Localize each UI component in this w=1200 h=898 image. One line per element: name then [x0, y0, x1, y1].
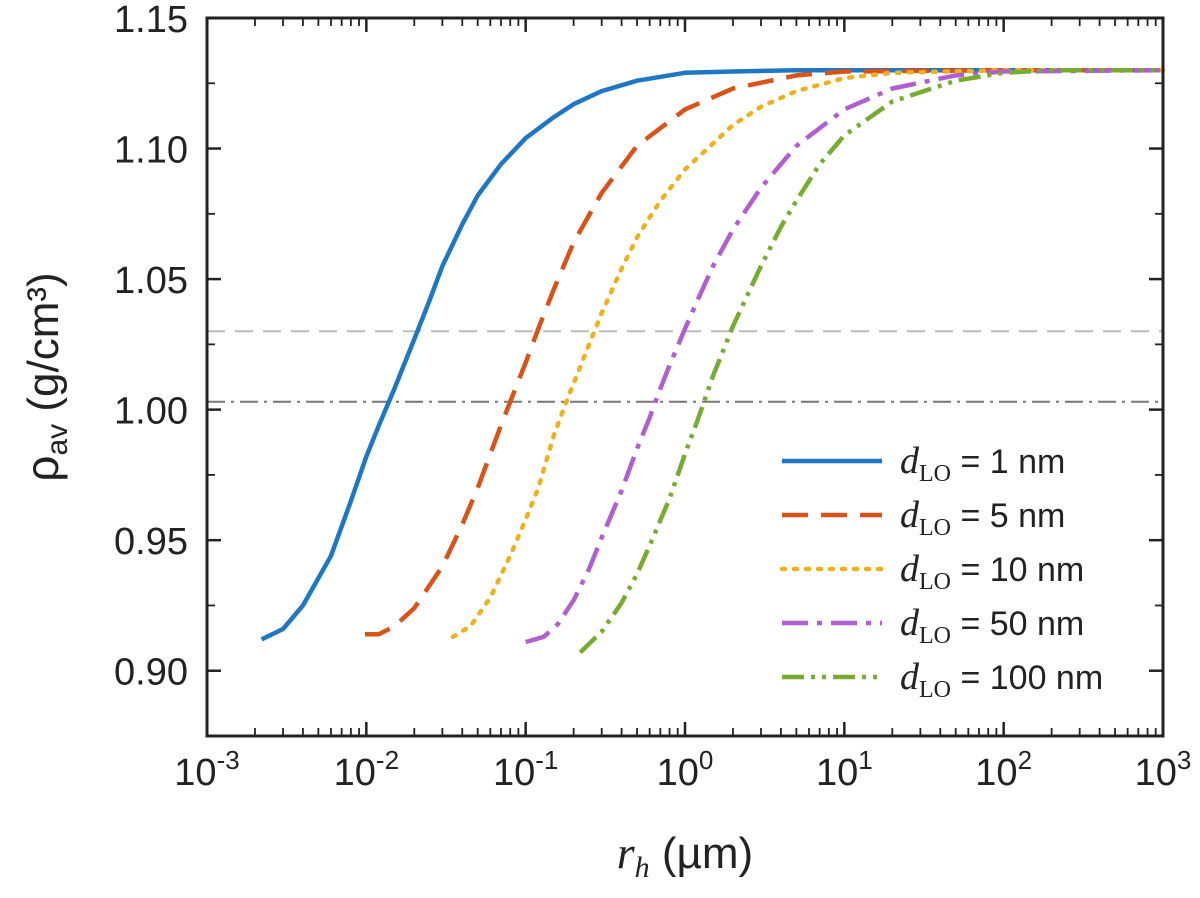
x-tick-label: 10-1 [493, 745, 558, 794]
legend-label-2: dLO = 5 nm [900, 494, 1065, 541]
x-tick-label: 10-2 [334, 745, 399, 794]
reference-lines [207, 330, 1163, 403]
series-line-1 [260, 67, 1163, 642]
legend-label-1: dLO = 1 nm [900, 440, 1065, 487]
y-tick-label: 1.05 [114, 260, 188, 302]
x-tick-label: 101 [816, 745, 873, 794]
y-axis-label: ρav (g/cm³) [16, 272, 74, 481]
y-tick-label: 1.10 [114, 130, 188, 172]
legend-label-3: dLO = 10 nm [900, 548, 1084, 595]
series-line-5 [578, 67, 1163, 655]
labels-layer: 10-3 10-2 10-1 100 101 102 103 0.90 0.95 1.00 1.05… [16, 0, 1191, 884]
plot-frame [205, 16, 1165, 738]
y-tick-label: 1.15 [114, 0, 188, 41]
series-line-3 [450, 67, 1166, 640]
x-tick-label: 10-3 [174, 745, 239, 794]
x-tick-label: 100 [657, 745, 714, 794]
y-tick-label: 1.00 [114, 391, 188, 433]
x-axis-label: rh (µm) [617, 827, 753, 884]
series-line-4 [525, 67, 1164, 645]
y-tick-label: 0.90 [114, 652, 188, 694]
x-tick-label: 103 [1135, 745, 1192, 794]
x-tick-label: 102 [975, 745, 1032, 794]
series-line-2 [364, 67, 1163, 637]
series-layer [260, 67, 1166, 655]
y-tick-label: 0.95 [114, 521, 188, 563]
legend-label-4: dLO = 50 nm [900, 602, 1084, 649]
legend-label-5: dLO = 100 nm [900, 656, 1103, 703]
legend: dLO = 1 nm dLO = 5 nm dLO = 10 nm dLO = 50 … [779, 440, 1103, 703]
